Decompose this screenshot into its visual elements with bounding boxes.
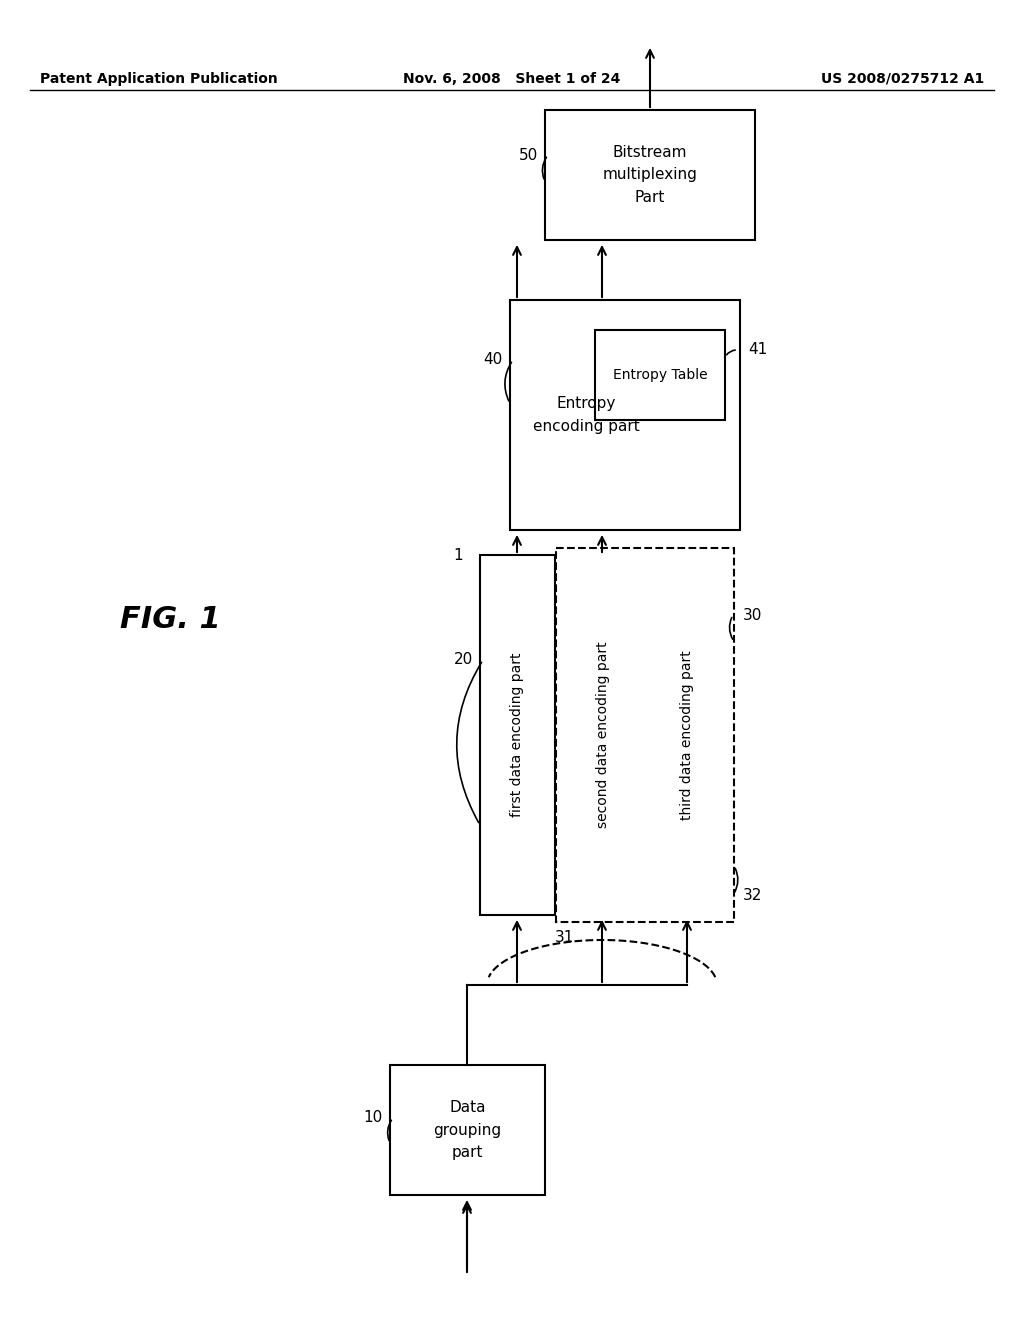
Text: Entropy Table: Entropy Table bbox=[612, 368, 708, 381]
Text: 32: 32 bbox=[743, 887, 763, 903]
Text: 50: 50 bbox=[519, 148, 538, 162]
Text: 30: 30 bbox=[743, 607, 763, 623]
Text: 10: 10 bbox=[364, 1110, 383, 1126]
Bar bbox=[480, 554, 555, 915]
Text: 41: 41 bbox=[748, 342, 767, 358]
Text: FIG. 1: FIG. 1 bbox=[120, 606, 220, 635]
Text: third data encoding part: third data encoding part bbox=[681, 651, 694, 820]
Bar bbox=[595, 330, 725, 420]
Bar bbox=[565, 554, 640, 915]
Bar bbox=[510, 300, 740, 531]
Text: 20: 20 bbox=[454, 652, 473, 668]
Text: Bitstream
multiplexing
Part: Bitstream multiplexing Part bbox=[602, 145, 697, 205]
Text: 40: 40 bbox=[483, 352, 503, 367]
Text: second data encoding part: second data encoding part bbox=[596, 642, 609, 829]
Text: Nov. 6, 2008   Sheet 1 of 24: Nov. 6, 2008 Sheet 1 of 24 bbox=[403, 73, 621, 86]
Bar bbox=[556, 548, 734, 921]
Bar bbox=[545, 110, 755, 240]
Text: Data
grouping
part: Data grouping part bbox=[433, 1101, 502, 1160]
Text: US 2008/0275712 A1: US 2008/0275712 A1 bbox=[821, 73, 984, 86]
Text: Entropy
encoding part: Entropy encoding part bbox=[532, 396, 639, 433]
Text: first data encoding part: first data encoding part bbox=[511, 653, 524, 817]
Bar bbox=[650, 554, 725, 915]
Bar bbox=[390, 1065, 545, 1195]
Text: 31: 31 bbox=[555, 931, 574, 945]
Text: Patent Application Publication: Patent Application Publication bbox=[40, 73, 278, 86]
Text: 1: 1 bbox=[454, 548, 463, 562]
